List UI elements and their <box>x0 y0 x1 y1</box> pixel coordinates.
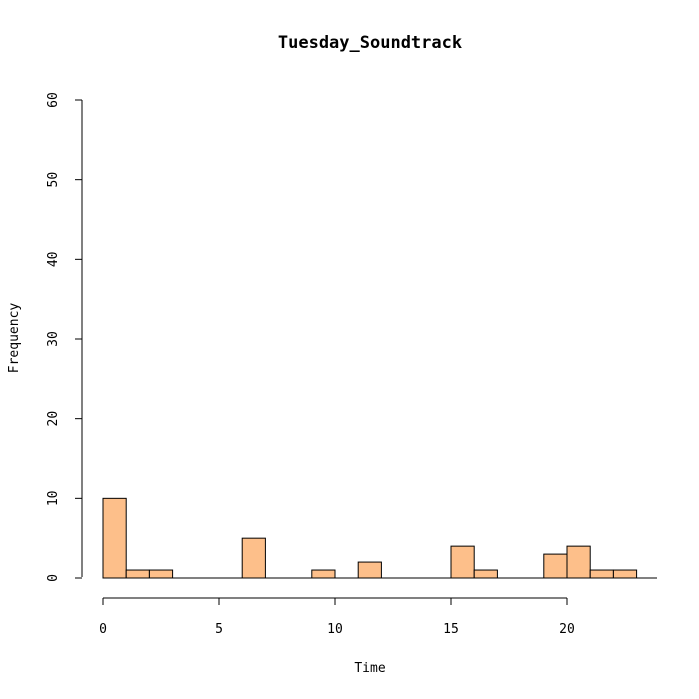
x-axis-label: Time <box>354 661 385 676</box>
histogram-bar <box>473 569 498 579</box>
y-axis-label: Frequency <box>7 303 22 374</box>
x-tick-label: 15 <box>443 622 459 637</box>
bars-group <box>102 497 638 579</box>
y-tick-label: 10 <box>46 491 61 507</box>
chart-title: Tuesday_Soundtrack <box>278 33 462 53</box>
x-tick-label: 20 <box>559 622 575 637</box>
y-tick-label: 60 <box>46 92 61 108</box>
histogram-bar <box>566 545 591 579</box>
x-tick-label: 5 <box>215 622 223 637</box>
histogram-bar <box>241 537 266 579</box>
x-ticks-group: 0 5 10 15 20 <box>99 598 575 637</box>
y-tick-label: 40 <box>46 252 61 268</box>
histogram-bar <box>450 545 475 579</box>
histogram-bar <box>543 553 568 579</box>
histogram-bar <box>148 569 174 579</box>
y-tick-label: 0 <box>46 574 61 582</box>
y-tick-label: 30 <box>46 331 61 347</box>
x-tick-label: 0 <box>99 622 107 637</box>
histogram-bar <box>102 497 127 579</box>
histogram-bar <box>589 569 614 579</box>
y-tick-label: 20 <box>46 411 61 427</box>
histogram-bar <box>125 569 150 579</box>
histogram-bar <box>311 569 336 579</box>
histogram-bar <box>612 569 638 579</box>
x-tick-label: 10 <box>327 622 343 637</box>
histogram-bar <box>357 561 382 579</box>
y-ticks-group: 0 10 20 30 40 50 60 <box>46 92 82 582</box>
y-tick-label: 50 <box>46 172 61 188</box>
